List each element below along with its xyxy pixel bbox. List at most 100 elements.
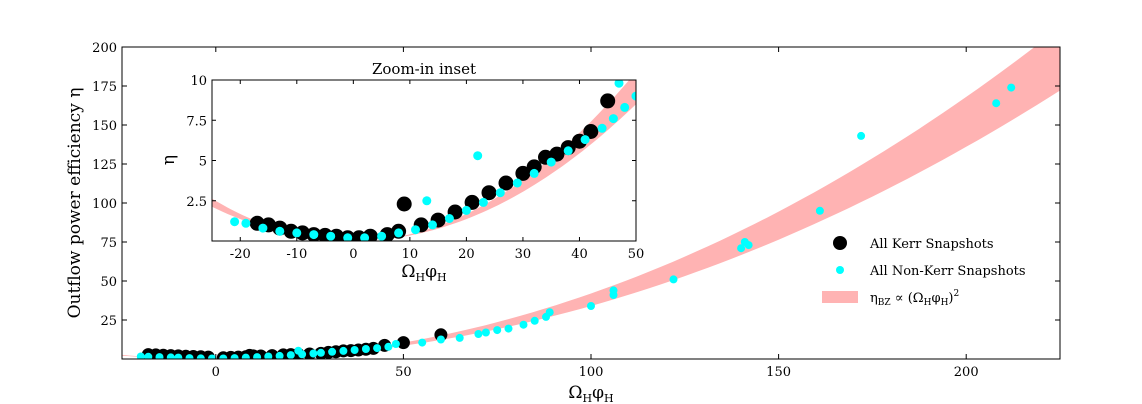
inset-kerr-point (526, 159, 542, 175)
inset-x-tick-label: 0 (349, 247, 357, 262)
main-x-tick-label: 100 (579, 365, 604, 380)
legend-marker-bz-band (822, 291, 858, 303)
inset-non-kerr-point (546, 157, 556, 167)
inset-non-kerr-point (580, 135, 590, 145)
main-y-axis-title: Outflow power efficiency η (65, 88, 85, 319)
inset-plot: -20 -10 0 10 20 30 40 50 2.5 5 7.5 10 Zoom-in inset… (159, 60, 644, 284)
inset-non-kerr-point (360, 233, 370, 241)
inset-y-tick-label: 7.5 (186, 114, 207, 129)
inset-non-kerr-point (411, 225, 420, 235)
main-non-kerr-point (219, 354, 228, 359)
main-non-kerr-point (196, 354, 205, 359)
main-non-kerr-point (992, 99, 1001, 108)
main-non-kerr-point (545, 308, 554, 317)
inset-non-kerr-point (326, 231, 336, 241)
inset-non-kerr-point (343, 233, 353, 241)
inset-y-tick-label: 10 (190, 74, 207, 89)
main-non-kerr-point (275, 351, 284, 359)
inset-y-axis-title: η (159, 155, 179, 165)
main-non-kerr-point (857, 131, 866, 140)
inset-x-tick-label: 50 (628, 247, 645, 262)
main-non-kerr-point (587, 302, 595, 310)
main-non-kerr-point (609, 286, 618, 295)
main-non-kerr-point (474, 330, 483, 338)
inset-non-kerr-point (473, 151, 483, 161)
main-non-kerr-point (418, 338, 427, 347)
inset-kerr-point (481, 185, 497, 201)
inset-kerr-point (600, 93, 616, 109)
inset-non-kerr-point (608, 114, 618, 124)
main-non-kerr-point (669, 275, 678, 284)
main-x-axis-title: ΩHφH (568, 383, 613, 404)
inset-kerr-point (583, 124, 599, 139)
main-bz-band (122, 47, 1060, 359)
main-non-kerr-point (264, 352, 273, 359)
inset-x-tick-label: -20 (230, 247, 251, 262)
main-y-tick-label: 150 (92, 119, 117, 134)
inset-non-kerr-point (597, 123, 607, 133)
main-x-tick-label: 200 (954, 365, 979, 380)
main-y-tick-label: 50 (100, 275, 117, 290)
inset-kerr-point (464, 194, 480, 210)
inset-non-kerr-point (495, 188, 505, 198)
inset-non-kerr-point (620, 102, 630, 112)
main-non-kerr-point (436, 335, 445, 344)
main-non-kerr-point (815, 206, 824, 215)
inset-kerr-point (498, 175, 514, 191)
inset-non-kerr-point (512, 178, 522, 188)
legend: All Kerr Snapshots All Non-Kerr Snapshot… (822, 236, 1026, 308)
main-non-kerr-point (316, 348, 325, 357)
main-non-kerr-point (253, 353, 262, 359)
main-non-kerr-point (481, 328, 490, 337)
main-non-kerr-point (455, 333, 464, 342)
inset-y-tick-label: 5 (199, 155, 207, 170)
main-non-kerr-point (208, 354, 216, 359)
inset-x-tick-label: 20 (458, 247, 475, 262)
inset-non-kerr-point (309, 230, 319, 240)
main-non-kerr-point (309, 349, 318, 358)
legend-label-bz-band: ηBZ ∝ (ΩHφH)2 (870, 289, 959, 308)
main-non-kerr-point (298, 350, 307, 359)
main-non-kerr-point (155, 353, 164, 359)
main-y-tick-label: 25 (100, 314, 117, 329)
inset-kerr-point (515, 165, 531, 181)
main-non-kerr-point (174, 353, 183, 359)
inset-non-kerr-point (461, 205, 471, 215)
main-y-tick-label: 100 (92, 197, 117, 212)
inset-non-kerr-point (422, 196, 432, 206)
inset-kerr-point (396, 196, 412, 212)
inset-background (212, 80, 636, 241)
main-y-tick-label: 75 (100, 236, 117, 251)
inset-non-kerr-point (230, 217, 240, 227)
main-non-kerr-point (166, 353, 175, 359)
main-non-kerr-point (493, 326, 502, 335)
inset-x-axis-title: ΩHφH (401, 262, 446, 284)
main-non-kerr-point (504, 324, 513, 333)
inset-y-tick-label: 2.5 (186, 195, 207, 210)
legend-marker-non-kerr (836, 266, 844, 274)
main-non-kerr-point (1007, 83, 1016, 92)
inset-x-tick-label: 30 (515, 247, 532, 262)
main-x-tick-label: 50 (395, 365, 412, 380)
main-non-kerr-point (384, 342, 393, 351)
inset-x-tick-label: 40 (571, 247, 588, 262)
inset-non-kerr-point (394, 228, 404, 238)
inset-non-kerr-point (258, 223, 268, 233)
inset-non-kerr-point (377, 231, 387, 241)
main-y-tick-label: 175 (92, 80, 117, 95)
inset-non-kerr-point (292, 228, 302, 238)
main-non-kerr-point (339, 346, 348, 355)
main-non-kerr-point (185, 354, 194, 359)
inset-non-kerr-point (478, 197, 488, 207)
inset-non-kerr-point (275, 226, 285, 236)
inset-non-kerr-point (631, 91, 636, 101)
main-non-kerr-point (530, 316, 539, 325)
main-x-tick-label: 150 (766, 365, 791, 380)
inset-non-kerr-point (241, 218, 251, 228)
legend-label-non-kerr: All Non-Kerr Snapshots (869, 264, 1026, 279)
main-non-kerr-point (744, 241, 753, 250)
main-y-tick-label: 125 (92, 158, 117, 173)
inset-x-tick-label: -10 (286, 247, 307, 262)
